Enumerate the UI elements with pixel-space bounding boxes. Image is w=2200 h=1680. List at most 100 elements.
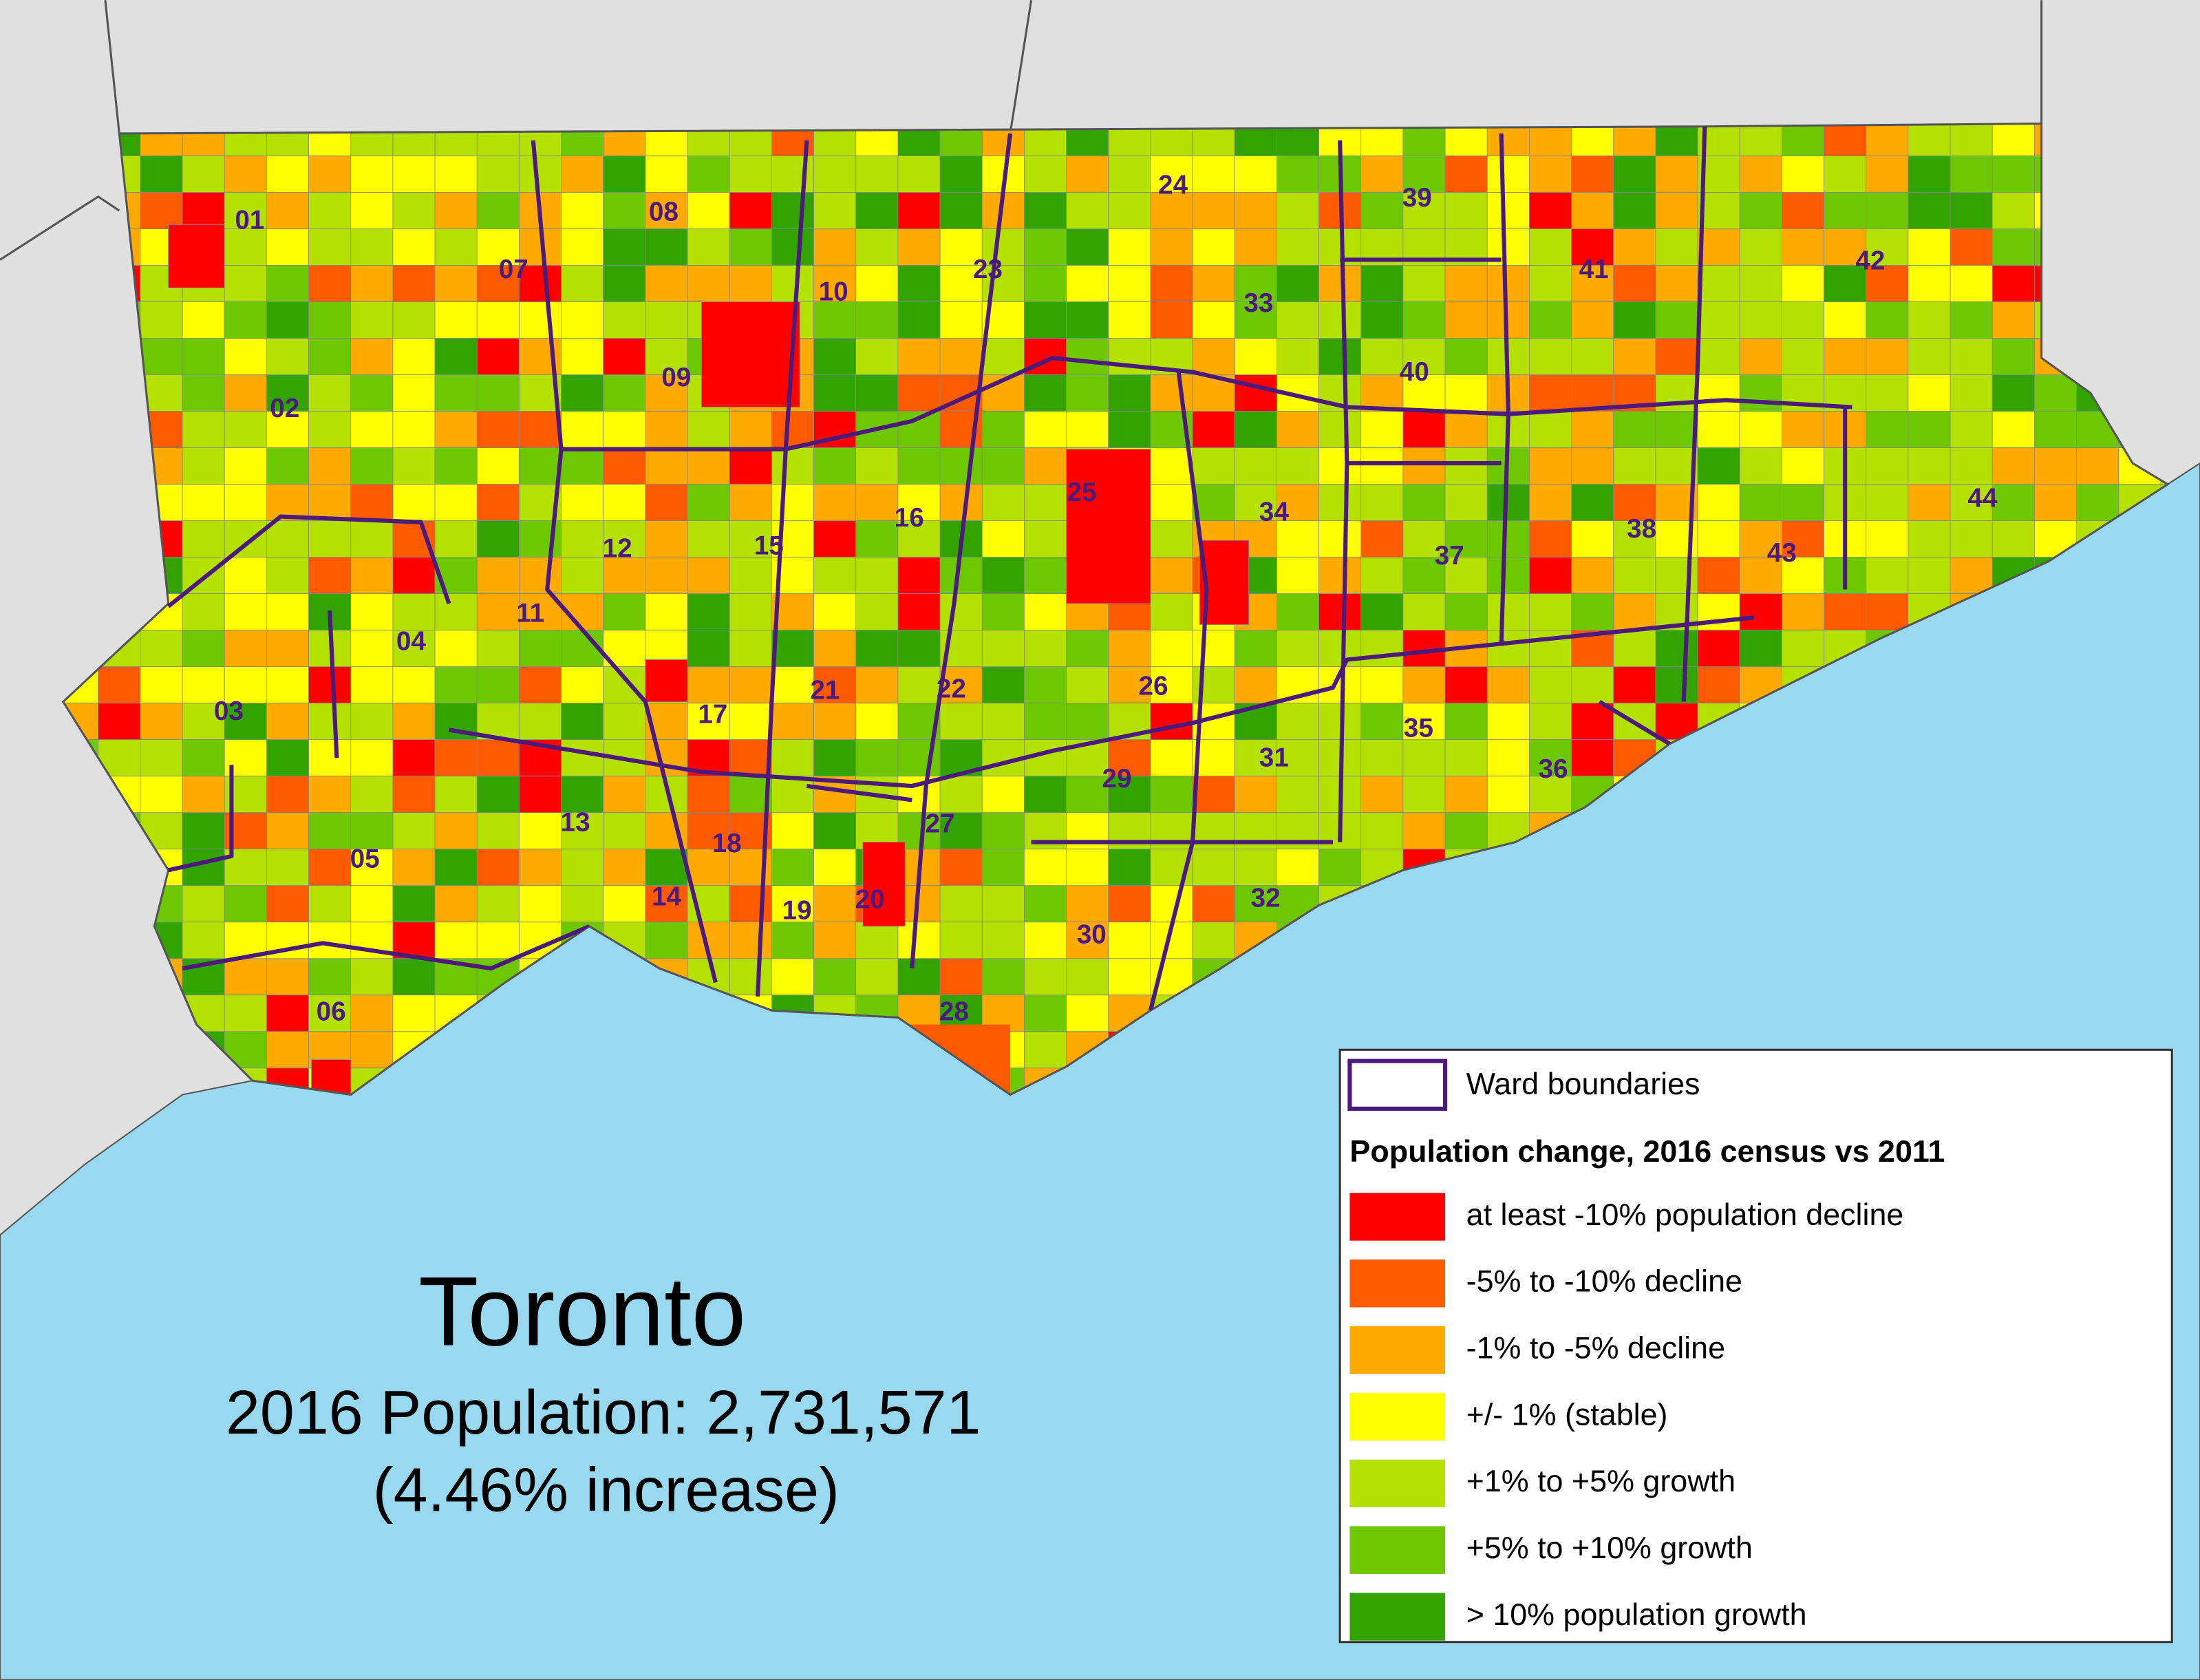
tract xyxy=(813,156,857,193)
tract xyxy=(1444,520,1488,558)
tract xyxy=(939,776,983,814)
tract xyxy=(981,922,1025,959)
tract xyxy=(645,447,688,485)
tract xyxy=(1150,192,1193,229)
tract xyxy=(1192,776,1235,814)
tract xyxy=(518,885,562,923)
tract xyxy=(1697,338,1740,376)
tract xyxy=(603,776,646,814)
tract xyxy=(813,666,857,704)
tract xyxy=(981,703,1025,741)
tract xyxy=(813,484,857,522)
tract xyxy=(1824,123,1867,156)
tract xyxy=(1234,739,1277,777)
tract xyxy=(1950,301,1993,339)
tract xyxy=(308,776,352,814)
tract xyxy=(855,156,899,193)
tract xyxy=(813,192,857,229)
tract xyxy=(308,156,352,193)
ward-label: 35 xyxy=(1404,714,1433,743)
tract xyxy=(1066,666,1109,704)
tract xyxy=(518,557,562,595)
tract xyxy=(1066,449,1151,604)
tract xyxy=(603,265,646,302)
tract xyxy=(392,265,436,302)
tract xyxy=(1991,228,2035,266)
tract xyxy=(1571,666,1614,704)
tract xyxy=(1318,447,1362,485)
ward-label: 15 xyxy=(754,531,784,561)
legend-label: +5% to +10% growth xyxy=(1466,1530,1753,1565)
tract xyxy=(561,484,604,522)
tract xyxy=(1950,265,1993,302)
legend-swatch xyxy=(1349,1392,1446,1441)
tract xyxy=(1318,265,1362,302)
map-title: Toronto xyxy=(418,1257,746,1366)
tract xyxy=(1528,301,1572,339)
tract xyxy=(1192,447,1235,485)
tract xyxy=(1150,484,1193,522)
tract xyxy=(771,192,814,229)
tract xyxy=(771,776,814,814)
tract xyxy=(224,958,267,996)
tract xyxy=(1150,885,1193,923)
tract xyxy=(1571,484,1614,522)
tract xyxy=(1908,228,1951,266)
tract xyxy=(434,922,478,959)
tract xyxy=(1655,228,1698,266)
tract xyxy=(518,849,562,886)
tract xyxy=(561,593,604,631)
tract xyxy=(1360,338,1404,376)
tract xyxy=(1023,411,1067,449)
tract xyxy=(939,593,983,631)
tract xyxy=(981,520,1025,558)
tract xyxy=(518,703,562,741)
tract xyxy=(350,885,394,923)
tract xyxy=(1486,739,1530,777)
tract xyxy=(182,593,225,631)
tract xyxy=(1991,484,2035,522)
tract xyxy=(1402,666,1446,704)
tract xyxy=(224,520,267,558)
tract xyxy=(350,849,394,886)
tract xyxy=(1276,557,1319,595)
tract xyxy=(1571,338,1614,376)
tract xyxy=(168,224,225,288)
tract xyxy=(434,776,478,814)
ward-label: 19 xyxy=(782,896,812,926)
tract xyxy=(1023,593,1067,631)
tract xyxy=(434,593,478,631)
tract xyxy=(1486,557,1530,595)
tract xyxy=(1781,447,1824,485)
tract xyxy=(1866,301,1909,339)
tract xyxy=(771,265,814,302)
tract xyxy=(1318,484,1362,522)
tract xyxy=(476,411,520,449)
tract xyxy=(476,922,520,959)
tract xyxy=(2076,447,2119,485)
ward-label: 14 xyxy=(652,882,682,911)
tract xyxy=(2034,484,2077,522)
tract xyxy=(476,447,520,485)
tract xyxy=(603,447,646,485)
ward-label: 16 xyxy=(895,503,924,533)
tract xyxy=(2034,411,2077,449)
tract xyxy=(1866,593,1909,631)
tract xyxy=(224,338,267,376)
tract xyxy=(1739,593,1782,631)
tract xyxy=(771,228,814,266)
tract xyxy=(701,301,800,407)
legend-swatch xyxy=(1349,1259,1446,1308)
tract xyxy=(476,885,520,923)
tract xyxy=(308,995,352,1032)
tract xyxy=(350,301,394,339)
tract xyxy=(645,520,688,558)
tract xyxy=(1739,228,1782,266)
tract xyxy=(813,849,857,886)
tract xyxy=(981,447,1025,485)
tract xyxy=(1360,411,1404,449)
tract xyxy=(603,301,646,339)
tract xyxy=(1360,484,1404,522)
tract xyxy=(771,630,814,668)
tract xyxy=(939,265,983,302)
